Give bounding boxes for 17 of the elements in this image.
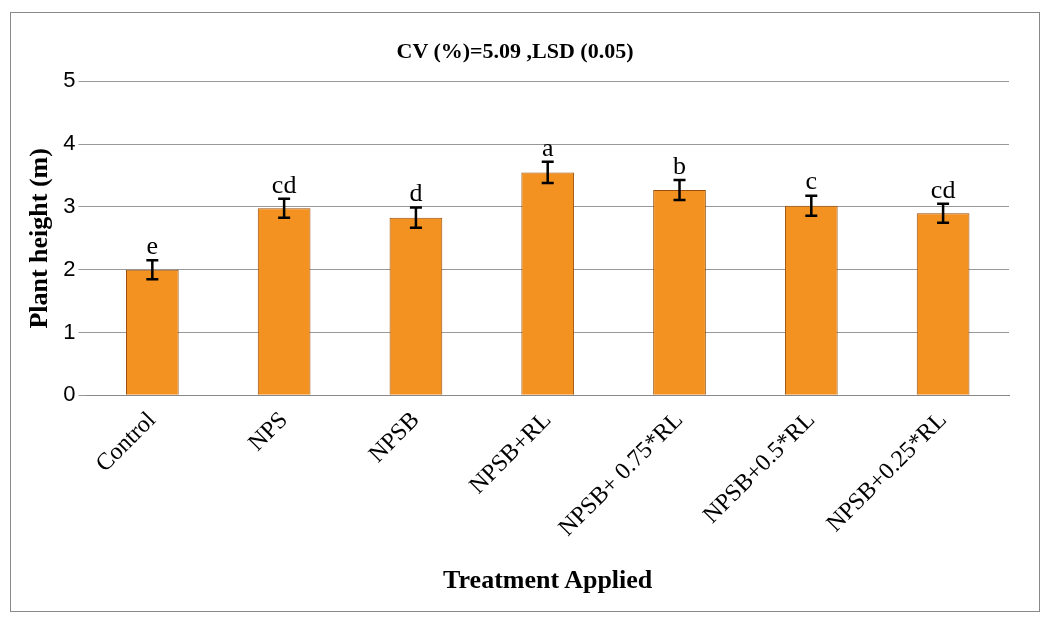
annotation: e [146, 231, 159, 261]
annotation: d [409, 178, 423, 208]
y-tick-label: 0 [63, 381, 76, 407]
y-tick-label: 2 [63, 255, 76, 281]
y-tick-label: 3 [63, 193, 76, 219]
y-axis-title: Plant height (m) [24, 148, 54, 329]
annotation: cd [930, 174, 956, 204]
annotation: b [673, 150, 687, 180]
y-tick-label: 4 [63, 130, 76, 156]
annotation: c [805, 166, 818, 196]
chart-title: CV (%)=5.09 ,LSD (0.05) [396, 37, 634, 63]
x-axis-title: Treatment Applied [443, 565, 653, 595]
annotation: a [541, 132, 554, 162]
annotation: cd [271, 169, 297, 199]
x-tick-label: NPS [242, 406, 293, 456]
y-tick-label: 1 [63, 318, 76, 344]
y-tick-label: 5 [63, 67, 76, 93]
